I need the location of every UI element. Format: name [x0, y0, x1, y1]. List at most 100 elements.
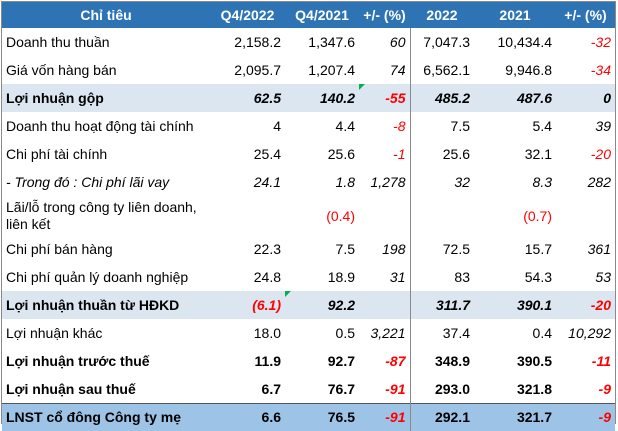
table-row: Doanh thu thuần 2,158.2 1,347.6 60 7,047…	[2, 28, 615, 56]
y2021-value: 321.8	[516, 380, 552, 397]
y2021-value: 321.7	[474, 402, 556, 431]
header-q4-2021: Q4/2021	[285, 2, 359, 28]
y2022-value: 32	[409, 168, 474, 196]
y2022-value: 292.1	[409, 402, 474, 431]
table-row: Giá vốn hàng bán 2,095.7 1,207.4 74 6,56…	[2, 56, 615, 84]
y2021-value: 32.1	[524, 146, 552, 162]
q4-2021-value: 7.5	[335, 241, 355, 257]
q-change-value: -1	[393, 146, 406, 162]
q-change-value: -8	[393, 118, 406, 134]
q4-2022-value: 6.6	[210, 402, 285, 431]
y2021-value: 487.6	[474, 84, 556, 112]
q-change-value: 3,221	[370, 325, 406, 341]
q-change-value: -55	[359, 84, 410, 112]
y2022-value: 37.4	[409, 319, 474, 347]
row-label: Chi phí bán hàng	[6, 241, 113, 257]
row-label: Lợi nhuận sau thuế	[6, 380, 136, 397]
table-row: Chi phí tài chính 25.4 25.6 -1 25.6 32.1…	[2, 140, 615, 168]
y2022-value: 311.7	[409, 291, 474, 319]
header-q4-2022: Q4/2022	[210, 2, 285, 28]
row-label: Lãi/lỗ trong công ty liên doanh, liên kế…	[6, 198, 197, 232]
y-change-value: 361	[587, 241, 611, 257]
table-row: Lãi/lỗ trong công ty liên doanh, liên kế…	[2, 196, 615, 235]
y2021-value: 54.3	[524, 269, 552, 285]
y2021-value: (0.7)	[523, 207, 552, 224]
y2022-value: 348.9	[409, 347, 474, 375]
q4-2021-value: (0.4)	[326, 207, 355, 224]
y2022-value	[409, 196, 474, 235]
header-label: Chỉ tiêu	[2, 2, 210, 28]
q4-2022-value: 24.1	[253, 174, 281, 190]
table-row: Chi phí quản lý doanh nghiệp 24.8 18.9 3…	[2, 263, 615, 291]
q4-2021-value: 18.9	[327, 269, 355, 285]
y-change-value: -32	[590, 34, 611, 50]
q4-2021-value: 1.8	[335, 174, 355, 190]
q4-2022-value	[210, 196, 285, 235]
q4-2022-value: 2,158.2	[234, 34, 281, 50]
q4-2022-value: 2,095.7	[234, 62, 281, 78]
y-change-value	[556, 196, 615, 235]
q-change-value: -91	[359, 402, 410, 431]
q4-2021-value: 25.6	[327, 146, 355, 162]
q4-2022-value: 4	[273, 118, 281, 134]
y2021-value: 390.1	[474, 291, 556, 319]
q4-2021-value: 92.7	[327, 353, 355, 369]
q-change-value: -91	[385, 380, 406, 397]
q-change-value: 74	[389, 62, 406, 78]
y2021-value: 15.7	[524, 241, 552, 257]
y-change-value: -20	[556, 291, 615, 319]
y2021-value: 390.5	[516, 353, 552, 369]
y2022-value: 7,047.3	[409, 28, 474, 56]
row-label: LNST cổ đông Công ty mẹ	[2, 402, 210, 431]
table-row: Lợi nhuận khác 18.0 0.5 3,221 37.4 0.4 1…	[2, 319, 615, 347]
y2022-value: 25.6	[409, 140, 474, 168]
q4-2021-value: 4.4	[335, 118, 355, 134]
q4-2022-value: 62.5	[210, 84, 285, 112]
y2021-value: 10,434.4	[497, 34, 553, 50]
y-change-value: -9	[556, 402, 615, 431]
q4-2022-value: 6.7	[261, 380, 281, 397]
q-change-value: 60	[389, 34, 406, 50]
q4-2021-value: 0.5	[335, 325, 355, 341]
row-label: Lợi nhuận thuần từ HĐKD	[2, 291, 210, 319]
row-label: Giá vốn hàng bán	[6, 62, 117, 78]
table-row: Chi phí bán hàng 22.3 7.5 198 72.5 15.7 …	[2, 235, 615, 263]
table-row: Doanh thu hoạt động tài chính 4 4.4 -8 7…	[2, 112, 615, 140]
header-q-change: +/- (%)	[359, 2, 410, 28]
q4-2022-value: 18.0	[253, 325, 281, 341]
q4-2022-value: 24.8	[253, 269, 281, 285]
table-row: LNST cổ đông Công ty mẹ 6.6 76.5 -91 292…	[2, 402, 615, 431]
y-change-value: 39	[595, 118, 611, 134]
y2022-value: 83	[409, 263, 474, 291]
header-row: Chỉ tiêu Q4/2022 Q4/2021 +/- (%) 2022 20…	[2, 2, 615, 28]
header-y-change: +/- (%)	[556, 2, 615, 28]
q4-2022-value: 11.9	[254, 353, 281, 369]
y2022-value: 485.2	[409, 84, 474, 112]
q4-2021-value: 76.7	[327, 380, 355, 397]
y-change-value: 53	[595, 269, 611, 285]
header-2021: 2021	[474, 2, 556, 28]
table-row: Lợi nhuận sau thuế 6.7 76.7 -91 293.0 32…	[2, 375, 615, 403]
row-label: - Trong đó : Chi phí lãi vay	[6, 174, 170, 190]
y-change-value: 0	[556, 84, 615, 112]
y2022-value: 7.5	[409, 112, 474, 140]
table-row: - Trong đó : Chi phí lãi vay 24.1 1.8 1,…	[2, 168, 615, 196]
table-row: Lợi nhuận gộp 62.5 140.2 -55 485.2 487.6…	[2, 84, 615, 112]
q-change-value	[359, 291, 410, 319]
y2021-value: 8.3	[532, 174, 552, 190]
row-label: Lợi nhuận trước thuế	[6, 353, 150, 369]
q4-2022-value: 22.3	[253, 241, 281, 257]
q-change-value	[359, 196, 410, 235]
q-change-value: -87	[385, 353, 406, 369]
q4-2021-value: 140.2	[285, 84, 359, 112]
y-change-value: -11	[591, 353, 611, 369]
row-label: Lợi nhuận gộp	[2, 84, 210, 112]
table-row: Lợi nhuận thuần từ HĐKD (6.1) 92.2 311.7…	[2, 291, 615, 319]
q4-2021-value: 76.5	[285, 402, 359, 431]
row-label: Lợi nhuận khác	[6, 325, 103, 341]
q4-2022-value: (6.1)	[210, 291, 285, 319]
y-change-value: -9	[598, 380, 611, 397]
y-change-value: 282	[587, 174, 611, 190]
y2022-value: 6,562.1	[409, 56, 474, 84]
